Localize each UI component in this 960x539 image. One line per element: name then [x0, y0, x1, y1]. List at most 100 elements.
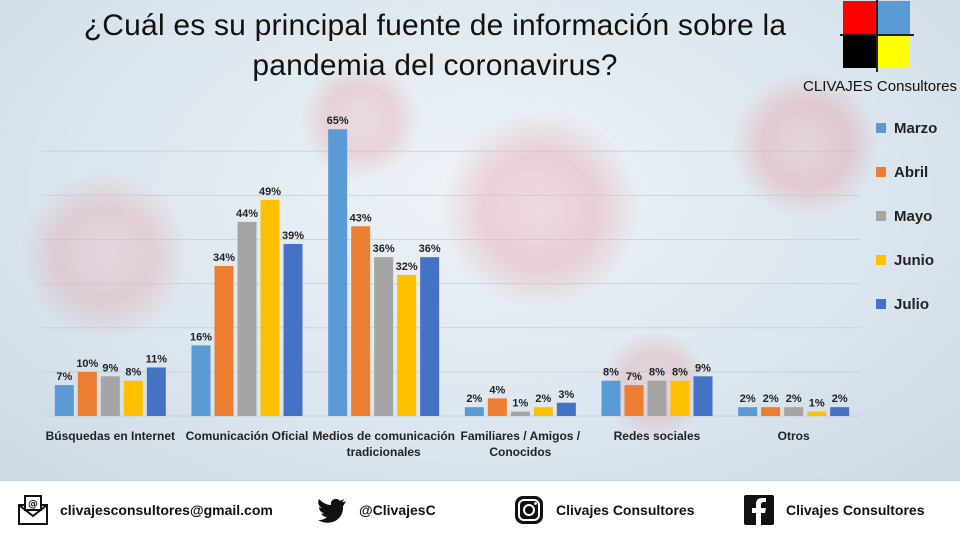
data-label: 7% — [56, 371, 72, 383]
data-label: 65% — [327, 115, 349, 127]
bar — [146, 367, 166, 416]
data-label: 43% — [350, 212, 372, 224]
legend-item: Junio — [876, 250, 934, 270]
bar — [420, 257, 440, 416]
legend-item: Mayo — [876, 206, 932, 226]
data-label: 8% — [672, 367, 688, 379]
legend-label: Julio — [894, 295, 930, 313]
data-label: 32% — [396, 261, 418, 273]
category-label: Otros — [778, 429, 810, 443]
twitter-icon — [318, 498, 346, 523]
logo-square-yellow — [877, 35, 910, 68]
footer-email[interactable]: @ clivajesconsultores@gmail.com — [16, 481, 273, 539]
bar — [784, 407, 804, 416]
footer-facebook[interactable]: Clivajes Consultores — [742, 481, 925, 539]
category-label: Familiares / Amigos / — [461, 429, 581, 443]
logo-square-red — [843, 1, 876, 34]
data-label: 44% — [236, 208, 258, 220]
data-label: 49% — [259, 186, 281, 198]
data-label: 7% — [626, 371, 642, 383]
title-line-1: ¿Cuál es su principal fuente de informac… — [83, 9, 787, 42]
bar — [328, 129, 348, 416]
category-label: Medios de comunicación — [312, 429, 455, 443]
data-label: 4% — [489, 384, 505, 396]
bar — [647, 380, 667, 416]
data-label: 36% — [373, 243, 395, 255]
bar — [237, 221, 257, 416]
category-label: Búsquedas en Internet — [46, 429, 175, 443]
category-label: tradicionales — [347, 445, 421, 459]
category-label: Comunicación Oficial — [186, 429, 309, 443]
footer-twitter[interactable]: @ClivajesC — [315, 481, 436, 539]
category-label: Conocidos — [489, 445, 551, 459]
email-icon: @ — [18, 495, 48, 525]
bar — [260, 199, 280, 416]
bar — [54, 385, 74, 416]
virus-decoration — [300, 60, 420, 180]
data-label: 2% — [786, 393, 802, 405]
bar — [670, 380, 690, 416]
bar — [351, 226, 371, 416]
bar — [624, 385, 644, 416]
chart-title: ¿Cuál es su principal fuente de informac… — [20, 6, 850, 86]
bar — [77, 371, 97, 416]
bar — [374, 257, 394, 416]
category-label: Redes sociales — [614, 429, 701, 443]
logo-divider — [876, 0, 878, 72]
bar — [761, 407, 781, 416]
legend-label: Junio — [894, 251, 934, 269]
title-line-2: pandemia del coronavirus? — [252, 49, 618, 82]
bar — [533, 407, 553, 416]
bar-chart: 7% 10% 9% 8% 11% Búsquedas en Internet 16% 34% 4… — [42, 115, 860, 459]
data-label: 39% — [282, 230, 304, 242]
logo-square-black — [843, 35, 876, 68]
legend-swatch — [876, 255, 886, 265]
data-label: 2% — [466, 393, 482, 405]
bar — [830, 407, 850, 416]
data-label: 2% — [832, 393, 848, 405]
bar — [807, 411, 827, 416]
data-label: 34% — [213, 252, 235, 264]
bar — [510, 411, 530, 416]
legend-item: Abril — [876, 162, 928, 182]
bar — [464, 407, 484, 416]
svg-text:@: @ — [28, 499, 38, 510]
logo-text: CLIVAJES Consultores — [803, 78, 957, 95]
legend-item: Marzo — [876, 118, 937, 138]
facebook-icon — [744, 495, 774, 525]
legend-label: Marzo — [894, 119, 938, 137]
bar — [123, 380, 143, 416]
data-label: 2% — [740, 393, 756, 405]
footer-instagram[interactable]: Clivajes Consultores — [512, 481, 695, 539]
logo-square-blue — [877, 1, 910, 34]
bar — [283, 243, 303, 416]
email-text: clivajesconsultores@gmail.com — [60, 502, 273, 518]
bar — [738, 407, 758, 416]
footer: @ clivajesconsultores@gmail.com @Clivaje… — [0, 480, 960, 539]
data-label: 11% — [146, 353, 168, 365]
legend-item: Julio — [876, 294, 929, 314]
facebook-text: Clivajes Consultores — [786, 502, 925, 518]
data-label: 3% — [558, 389, 574, 401]
legend-swatch — [876, 299, 886, 309]
legend-swatch — [876, 211, 886, 221]
company-logo: CLIVAJES Consultores — [800, 0, 960, 100]
data-label: 2% — [763, 393, 779, 405]
twitter-handle: @ClivajesC — [359, 502, 436, 518]
data-label: 9% — [695, 362, 711, 374]
legend-label: Mayo — [894, 207, 933, 225]
data-label: 8% — [125, 367, 141, 379]
data-label: 16% — [190, 331, 212, 343]
bar — [397, 274, 417, 416]
legend-label: Abril — [894, 163, 929, 181]
legend-swatch — [876, 167, 886, 177]
data-label: 1% — [809, 398, 825, 410]
virus-decoration — [440, 110, 640, 310]
data-label: 8% — [649, 367, 665, 379]
logo-divider — [840, 34, 914, 36]
bar — [487, 398, 507, 416]
data-label: 36% — [419, 243, 441, 255]
legend-swatch — [876, 123, 886, 133]
bar — [100, 376, 120, 416]
data-label: 8% — [603, 367, 619, 379]
